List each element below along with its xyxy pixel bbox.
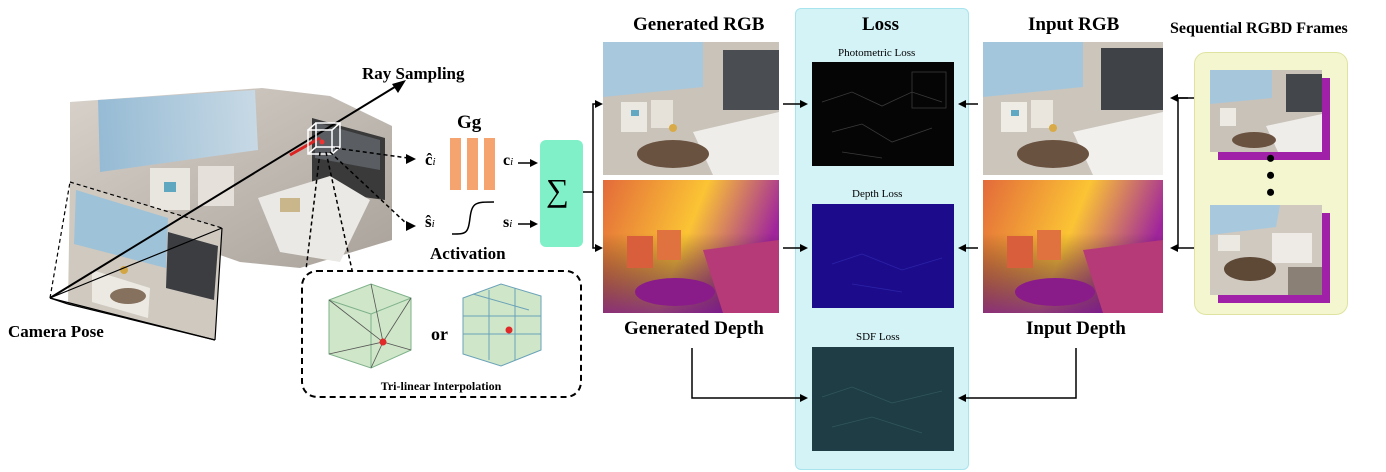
frame-bottom-image: [1210, 205, 1322, 295]
ray-sampling-label: Ray Sampling: [362, 64, 465, 83]
sampling-ray: [49, 80, 406, 299]
c-label: ci: [503, 152, 514, 169]
generated-depth-image: [603, 180, 779, 313]
sequential-frames-label: Sequential RGBD Frames: [1170, 20, 1348, 37]
sum-box: [540, 140, 583, 247]
activation-label: Activation: [430, 244, 506, 263]
c-hat-label: ĉi: [425, 150, 436, 169]
gg-bar-2: [467, 138, 478, 190]
photometric-loss-label: Photometric Loss: [838, 47, 916, 59]
trilinear-box: [301, 270, 582, 398]
grid-cube-icon: [462, 283, 542, 367]
input-depth-image: [983, 180, 1163, 313]
loss-title: Loss: [862, 14, 899, 35]
camera-pose-label: Camera Pose: [8, 322, 104, 341]
photometric-loss-image: [812, 62, 954, 166]
camera-image-plane: [68, 182, 222, 340]
depth-loss-image: [812, 204, 954, 308]
generated-depth-label: Generated Depth: [624, 318, 764, 339]
sdf-loss-label: SDF Loss: [856, 331, 900, 343]
feature-arrows: [305, 147, 409, 271]
input-depth-label: Input Depth: [1026, 318, 1126, 339]
gg-label: Gg: [457, 112, 482, 133]
trilinear-cubes: or Tri-linear Interpolation: [328, 283, 542, 393]
s-hat-label: ŝi: [425, 212, 435, 231]
generated-rgb-label: Generated RGB: [633, 14, 765, 35]
camera-frustum: [49, 181, 223, 341]
frame-top-image: [1210, 70, 1322, 152]
s-label: si: [503, 214, 513, 231]
input-rgb-label: Input RGB: [1028, 14, 1120, 35]
activation-curve-icon: [451, 201, 495, 235]
gg-bar-1: [450, 138, 461, 190]
or-label: or: [431, 324, 448, 344]
input-rgb-image: [983, 42, 1163, 175]
generated-rgb-image: [603, 42, 779, 175]
frames-ellipsis: • • •: [1266, 144, 1276, 207]
scene-illustration: [49, 80, 416, 341]
single-cube-icon: [328, 283, 412, 369]
trilinear-label: Tri-linear Interpolation: [381, 379, 502, 393]
sdf-loss-image: [812, 347, 954, 451]
gg-bar-3: [484, 138, 495, 190]
sum-symbol: ∑: [546, 172, 569, 208]
depth-loss-label: Depth Loss: [852, 188, 903, 200]
